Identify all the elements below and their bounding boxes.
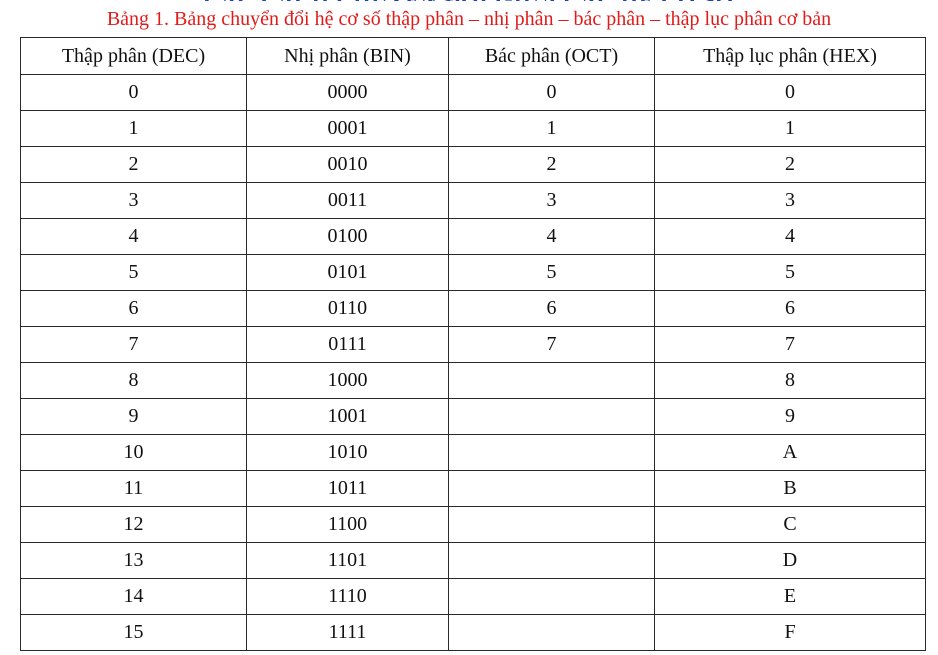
table-row: 13 1101 D	[20, 542, 926, 579]
cell-bin: 0000	[246, 74, 449, 111]
cell-hex: C	[654, 506, 926, 543]
cell-hex: A	[654, 434, 926, 471]
cell-hex: 8	[654, 362, 926, 399]
cell-hex: 4	[654, 218, 926, 255]
cell-bin: 1100	[246, 506, 449, 543]
cell-oct	[448, 434, 655, 471]
cell-oct	[448, 578, 655, 615]
cell-dec: 4	[20, 218, 247, 255]
cell-bin: 1010	[246, 434, 449, 471]
cell-oct	[448, 542, 655, 579]
cell-dec: 3	[20, 182, 247, 219]
conversion-table: Thập phân (DEC) Nhị phân (BIN) Bác phân …	[20, 37, 926, 651]
table-row: 8 1000 8	[20, 362, 926, 399]
cell-dec: 6	[20, 290, 247, 327]
cell-dec: 8	[20, 362, 247, 399]
cell-dec: 0	[20, 74, 247, 111]
header-hex: Thập lục phân (HEX)	[654, 37, 926, 75]
cell-oct: 3	[448, 182, 655, 219]
cell-oct	[448, 470, 655, 507]
cell-bin: 0111	[246, 326, 449, 363]
cell-hex: 0	[654, 74, 926, 111]
page-title-cutoff: CÁC CÁCH CHUYỂN ĐỔI GIỮA CÁC HỆ CƠ SỐ	[0, 0, 938, 1]
cell-dec: 10	[20, 434, 247, 471]
table-header: Thập phân (DEC) Nhị phân (BIN) Bác phân …	[20, 37, 926, 75]
cell-bin: 1101	[246, 542, 449, 579]
table-row: 2 0010 2 2	[20, 146, 926, 183]
cell-hex: 5	[654, 254, 926, 291]
cell-hex: 2	[654, 146, 926, 183]
table-row: 5 0101 5 5	[20, 254, 926, 291]
cell-dec: 15	[20, 614, 247, 651]
cell-dec: 1	[20, 110, 247, 147]
cell-oct	[448, 362, 655, 399]
cell-bin: 1001	[246, 398, 449, 435]
cell-bin: 0101	[246, 254, 449, 291]
table-row: 12 1100 C	[20, 506, 926, 543]
cell-oct: 2	[448, 146, 655, 183]
cell-dec: 7	[20, 326, 247, 363]
cell-hex: 7	[654, 326, 926, 363]
table-row: 14 1110 E	[20, 578, 926, 615]
cell-bin: 0001	[246, 110, 449, 147]
cell-dec: 2	[20, 146, 247, 183]
cell-oct	[448, 614, 655, 651]
cell-oct: 6	[448, 290, 655, 327]
table-row: 1 0001 1 1	[20, 110, 926, 147]
header-row: Thập phân (DEC) Nhị phân (BIN) Bác phân …	[20, 37, 926, 75]
cell-hex: 9	[654, 398, 926, 435]
cell-oct: 0	[448, 74, 655, 111]
cell-dec: 12	[20, 506, 247, 543]
table-row: 11 1011 B	[20, 470, 926, 507]
table-row: 6 0110 6 6	[20, 290, 926, 327]
cell-hex: D	[654, 542, 926, 579]
header-oct: Bác phân (OCT)	[448, 37, 655, 75]
cell-hex: E	[654, 578, 926, 615]
cell-dec: 13	[20, 542, 247, 579]
header-dec: Thập phân (DEC)	[20, 37, 247, 75]
cell-oct	[448, 506, 655, 543]
table-row: 10 1010 A	[20, 434, 926, 471]
cell-bin: 1110	[246, 578, 449, 615]
cell-oct: 1	[448, 110, 655, 147]
table-row: 7 0111 7 7	[20, 326, 926, 363]
cell-hex: 6	[654, 290, 926, 327]
table-body: 0 0000 0 0 1 0001 1 1 2 0010 2 2 3 0011 3 3 4 0100 4 4 5 0101…	[20, 74, 926, 651]
table-row: 0 0000 0 0	[20, 74, 926, 111]
table-row: 9 1001 9	[20, 398, 926, 435]
cell-bin: 1111	[246, 614, 449, 651]
cell-oct: 4	[448, 218, 655, 255]
cell-hex: F	[654, 614, 926, 651]
cell-bin: 1011	[246, 470, 449, 507]
cell-hex: 3	[654, 182, 926, 219]
cell-dec: 14	[20, 578, 247, 615]
cell-dec: 11	[20, 470, 247, 507]
cell-oct: 5	[448, 254, 655, 291]
cell-oct	[448, 398, 655, 435]
header-bin: Nhị phân (BIN)	[246, 37, 449, 75]
cell-bin: 0010	[246, 146, 449, 183]
cell-dec: 5	[20, 254, 247, 291]
cell-hex: 1	[654, 110, 926, 147]
cell-bin: 0011	[246, 182, 449, 219]
cell-hex: B	[654, 470, 926, 507]
cell-bin: 0110	[246, 290, 449, 327]
table-row: 15 1111 F	[20, 614, 926, 651]
cell-oct: 7	[448, 326, 655, 363]
cell-bin: 0100	[246, 218, 449, 255]
cell-dec: 9	[20, 398, 247, 435]
cell-bin: 1000	[246, 362, 449, 399]
table-row: 3 0011 3 3	[20, 182, 926, 219]
table-caption: Bảng 1. Bảng chuyển đổi hệ cơ số thập ph…	[106, 8, 832, 30]
table-row: 4 0100 4 4	[20, 218, 926, 255]
